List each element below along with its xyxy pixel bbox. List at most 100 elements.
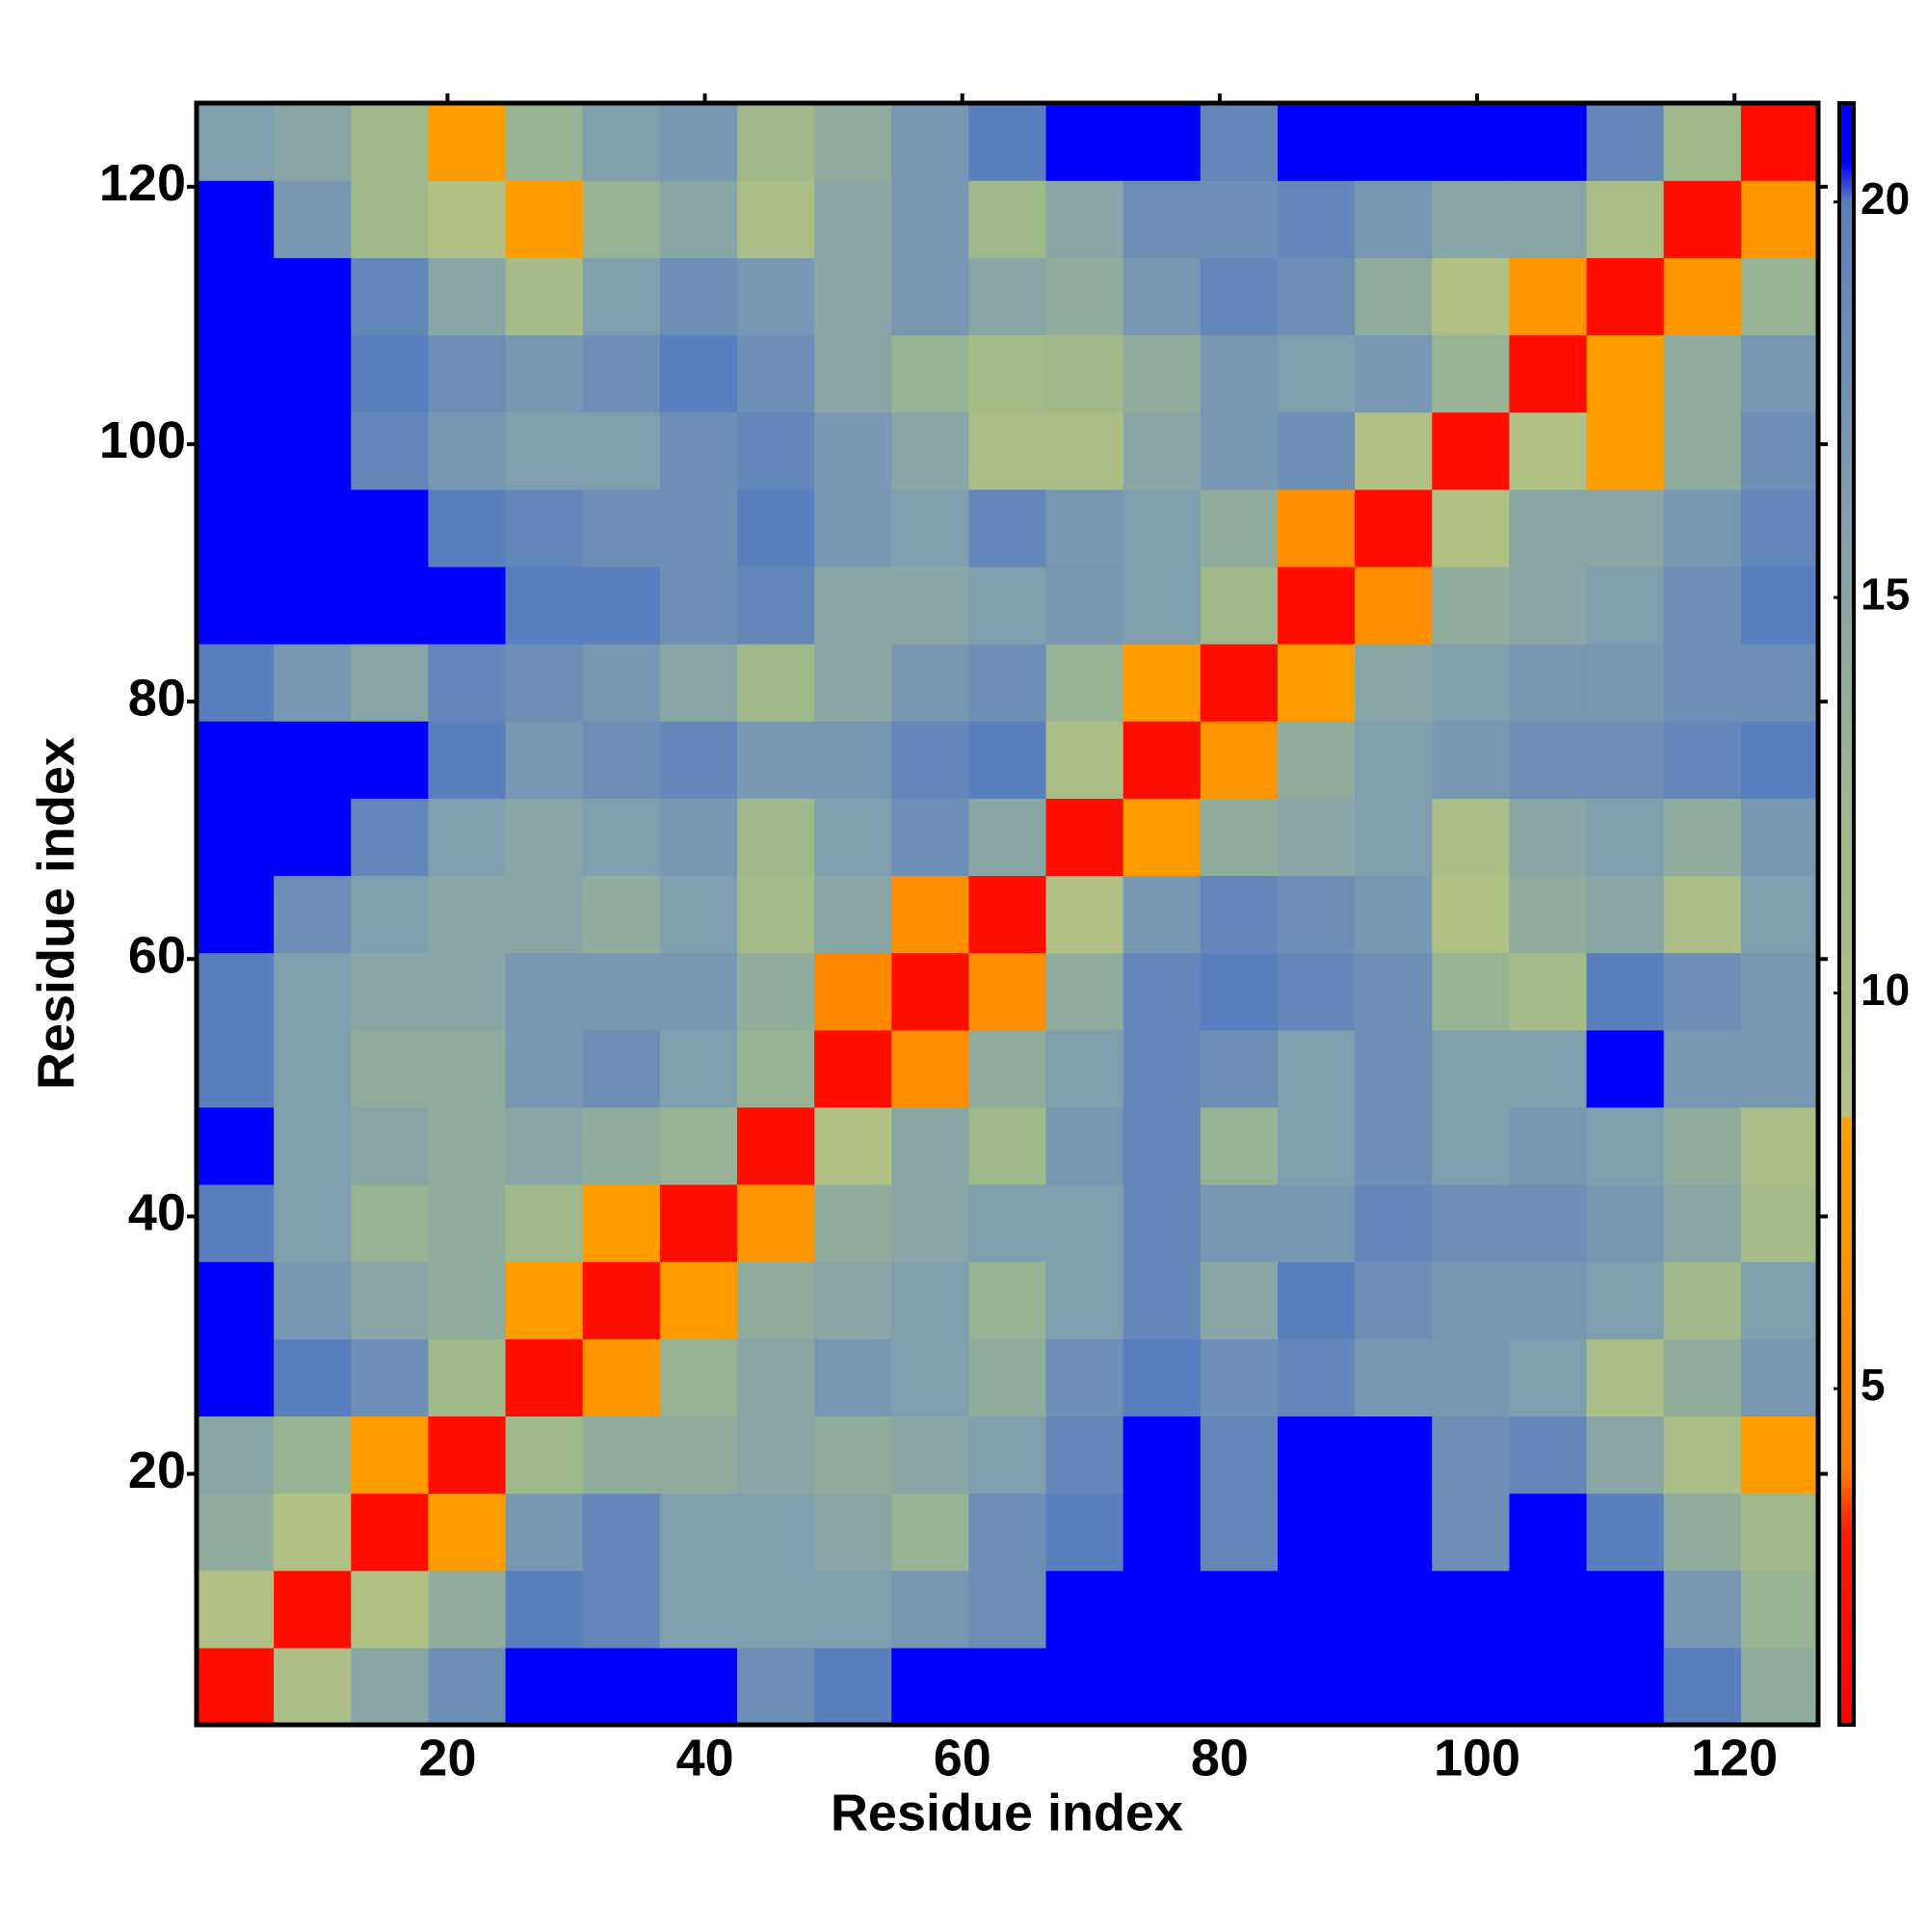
heatmap-cell: [1355, 1029, 1433, 1108]
heatmap-cell: [351, 1493, 430, 1572]
heatmap-cell: [891, 334, 970, 413]
heatmap-cell: [891, 257, 970, 336]
heatmap-cell: [1122, 1261, 1201, 1339]
heatmap-cell: [1045, 1029, 1124, 1108]
heatmap-cell: [1278, 875, 1356, 954]
heatmap-cell: [197, 1570, 275, 1649]
colorbar-tick-label: 10: [1861, 965, 1910, 1015]
heatmap-cell: [274, 1261, 352, 1339]
heatmap-cell: [1509, 798, 1588, 877]
heatmap-cell: [1740, 875, 1819, 954]
heatmap-cell: [1045, 1416, 1124, 1495]
heatmap-cell: [891, 1647, 970, 1726]
y-axis-title: Residue index: [27, 737, 85, 1090]
heatmap-cell: [737, 952, 815, 1031]
heatmap-cell: [1122, 489, 1201, 568]
heatmap-cell: [274, 1493, 352, 1572]
heatmap-cell: [197, 180, 275, 258]
heatmap-cell: [1122, 180, 1201, 258]
heatmap-cell: [737, 1106, 815, 1185]
heatmap-cell: [1122, 644, 1201, 722]
heatmap-cell: [505, 1338, 584, 1417]
heatmap-cell: [582, 1261, 661, 1339]
heatmap-cell: [814, 566, 892, 645]
heatmap-cell: [1355, 1338, 1433, 1417]
heatmap-cell: [351, 334, 430, 413]
heatmap-cell: [1045, 1647, 1124, 1726]
heatmap-cell: [968, 103, 1047, 181]
heatmap-cell: [968, 875, 1047, 954]
heatmap-cell: [1509, 1570, 1588, 1649]
heatmap-cell: [1663, 1493, 1742, 1572]
heatmap-cell: [891, 1493, 970, 1572]
heatmap-cell: [1663, 1184, 1742, 1262]
heatmap-cell: [659, 1029, 738, 1108]
heatmap-cell: [968, 566, 1047, 645]
heatmap-cell: [1355, 334, 1433, 413]
heatmap-cell: [1045, 257, 1124, 336]
heatmap-cell: [737, 1184, 815, 1262]
heatmap-cell: [1355, 103, 1433, 181]
heatmap-cell: [1045, 1338, 1124, 1417]
heatmap-cell: [1045, 489, 1124, 568]
heatmap-cell: [1432, 721, 1511, 799]
heatmap-cell: [1663, 1106, 1742, 1185]
heatmap-cell: [351, 1570, 430, 1649]
heatmap-cell: [891, 644, 970, 722]
heatmap-cell: [1509, 1029, 1588, 1108]
x-tick-label: 60: [934, 1729, 991, 1786]
heatmap-cell: [1200, 566, 1279, 645]
heatmap-cell: [274, 644, 352, 722]
heatmap-cell: [351, 1338, 430, 1417]
heatmap-cell: [1278, 489, 1356, 568]
heatmap-cell: [197, 334, 275, 413]
heatmap-cell: [428, 103, 507, 181]
heatmap-cell: [1663, 103, 1742, 181]
y-tick-label: 20: [128, 1442, 186, 1499]
heatmap-cell: [351, 644, 430, 722]
heatmap-cell: [1586, 334, 1665, 413]
heatmap-cell: [814, 1029, 892, 1108]
heatmap-cell: [1200, 1106, 1279, 1185]
heatmap-cell: [737, 1570, 815, 1649]
heatmap-cell: [1432, 411, 1511, 490]
heatmap-cell: [582, 721, 661, 799]
heatmap-cell: [1432, 1493, 1511, 1572]
heatmap-cell: [891, 1029, 970, 1108]
heatmap-cell: [197, 1106, 275, 1185]
heatmap-cell: [505, 1416, 584, 1495]
heatmap-cell: [659, 489, 738, 568]
heatmap-cell: [1278, 1261, 1356, 1339]
heatmap-cells: [197, 103, 1819, 1726]
heatmap-cell: [1122, 257, 1201, 336]
heatmap-cell: [968, 1261, 1047, 1339]
heatmap-cell: [1355, 1261, 1433, 1339]
heatmap-cell: [968, 952, 1047, 1031]
heatmap-cell: [1278, 1184, 1356, 1262]
heatmap-cell: [968, 1493, 1047, 1572]
heatmap-cell: [891, 1184, 970, 1262]
heatmap-cell: [1200, 334, 1279, 413]
heatmap-cell: [737, 1647, 815, 1726]
heatmap-cell: [1509, 1261, 1588, 1339]
heatmap-cell: [1663, 1338, 1742, 1417]
heatmap-cell: [1509, 489, 1588, 568]
heatmap-cell: [428, 411, 507, 490]
heatmap-cell: [737, 103, 815, 181]
heatmap-cell: [737, 257, 815, 336]
heatmap-cell: [1740, 334, 1819, 413]
heatmap-cell: [351, 180, 430, 258]
heatmap-cell: [274, 1338, 352, 1417]
heatmap-cell: [814, 334, 892, 413]
heatmap-cell: [1045, 952, 1124, 1031]
heatmap-cell: [1045, 875, 1124, 954]
heatmap-cell: [1200, 1493, 1279, 1572]
heatmap-cell: [197, 875, 275, 954]
heatmap-cell: [814, 952, 892, 1031]
heatmap-cell: [582, 798, 661, 877]
heatmap-cell: [968, 1570, 1047, 1649]
heatmap-cell: [1432, 489, 1511, 568]
heatmap-cell: [274, 1106, 352, 1185]
heatmap-cell: [659, 566, 738, 645]
